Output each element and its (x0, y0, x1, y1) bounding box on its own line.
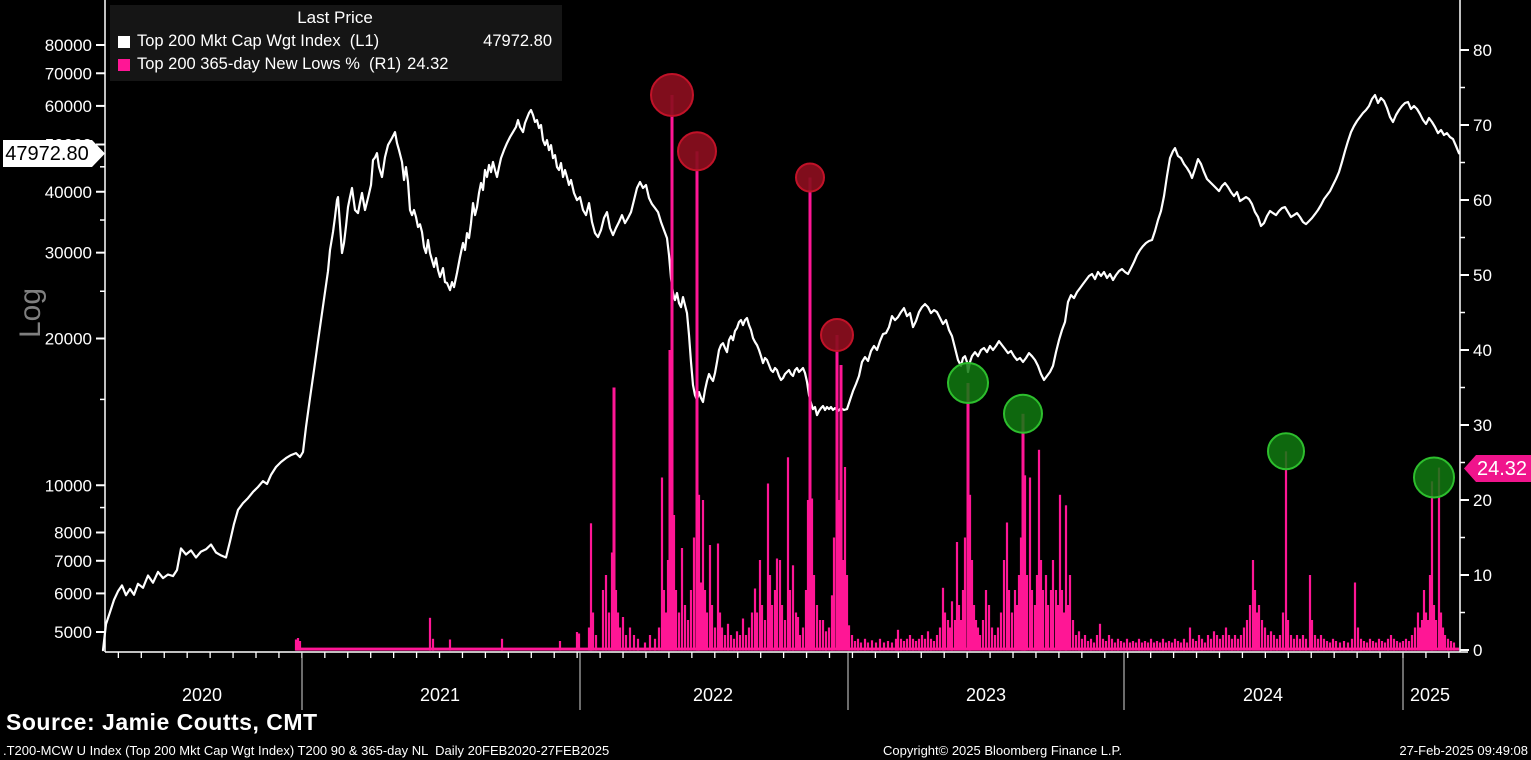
svg-text:7000: 7000 (54, 552, 92, 571)
legend-title: Last Price (297, 8, 373, 27)
newlows-tag-value: 24.32 (1477, 458, 1527, 480)
svg-text:30000: 30000 (45, 244, 92, 263)
legend-row-index: Top 200 Mkt Cap Wgt Index (L1) 47972.80 (118, 32, 552, 51)
right-percent-axis: 80 70 60 50 40 30 20 10 0 (1460, 41, 1492, 660)
line-series-swatch (118, 35, 130, 48)
timestamp: 27-Feb-2025 09:49:08 (1399, 743, 1528, 758)
status-bar: .T200-MCW U Index (Top 200 Mkt Cap Wgt I… (0, 740, 1531, 760)
svg-text:20000: 20000 (45, 330, 92, 349)
log-scale-label: Log (14, 287, 47, 338)
svg-text:2021: 2021 (420, 685, 460, 705)
svg-text:2020: 2020 (182, 685, 222, 705)
svg-text:5000: 5000 (54, 623, 92, 642)
left-log-axis: 8000070000600005000040000300002000010000… (45, 36, 105, 642)
svg-text:2024: 2024 (1243, 685, 1283, 705)
svg-text:60000: 60000 (45, 97, 92, 116)
svg-text:80000: 80000 (45, 36, 92, 55)
bar-series-label: Top 200 365-day New Lows % (R1) (137, 55, 402, 73)
axes-frame (104, 0, 1468, 653)
bar-series-value: 24.32 (407, 55, 449, 73)
price-chart: 8000070000600005000040000300002000010000… (3, 0, 1531, 710)
x-time-axis: 2020 2021 2022 2023 2024 2025 (117, 652, 1450, 710)
svg-text:70000: 70000 (45, 64, 92, 83)
newlows-baseline (296, 647, 1459, 651)
last-price-tag-value: 47972.80 (5, 143, 88, 165)
source-attribution: Source: Jamie Coutts, CMT (6, 709, 318, 735)
index-line-series (101, 93, 1461, 652)
svg-text:60: 60 (1473, 191, 1492, 210)
svg-text:40000: 40000 (45, 183, 92, 202)
svg-text:20: 20 (1473, 491, 1492, 510)
svg-text:40: 40 (1473, 341, 1492, 360)
svg-text:8000: 8000 (54, 524, 92, 543)
bar-series-swatch (118, 58, 130, 71)
legend-box: Last Price Top 200 Mkt Cap Wgt Index (L1… (110, 5, 562, 81)
svg-text:10000: 10000 (45, 476, 92, 495)
ticker-description: .T200-MCW U Index (Top 200 Mkt Cap Wgt I… (3, 743, 610, 758)
last-price-tag: 47972.80 (3, 140, 105, 167)
svg-text:50: 50 (1473, 266, 1492, 285)
svg-text:0: 0 (1473, 641, 1482, 660)
svg-text:30: 30 (1473, 416, 1492, 435)
red-crash-markers (650, 73, 854, 352)
line-series-label: Top 200 Mkt Cap Wgt Index (L1) (137, 32, 380, 50)
svg-text:6000: 6000 (54, 584, 92, 603)
svg-text:2023: 2023 (966, 685, 1006, 705)
green-capitulation-markers (947, 362, 1455, 499)
newlows-value-tag: 24.32 (1464, 455, 1531, 482)
line-series-value: 47972.80 (483, 32, 552, 50)
svg-text:2025: 2025 (1410, 685, 1450, 705)
copyright-text: Copyright© 2025 Bloomberg Finance L.P. (883, 743, 1123, 758)
svg-text:10: 10 (1473, 566, 1492, 585)
legend-row-newlows: Top 200 365-day New Lows % (R1) 24.32 (118, 55, 552, 74)
svg-text:80: 80 (1473, 41, 1492, 60)
svg-text:70: 70 (1473, 116, 1492, 135)
chart-canvas: 8000070000600005000040000300002000010000… (3, 0, 1531, 710)
newlows-bar-series (294, 95, 1456, 651)
svg-text:2022: 2022 (693, 685, 733, 705)
